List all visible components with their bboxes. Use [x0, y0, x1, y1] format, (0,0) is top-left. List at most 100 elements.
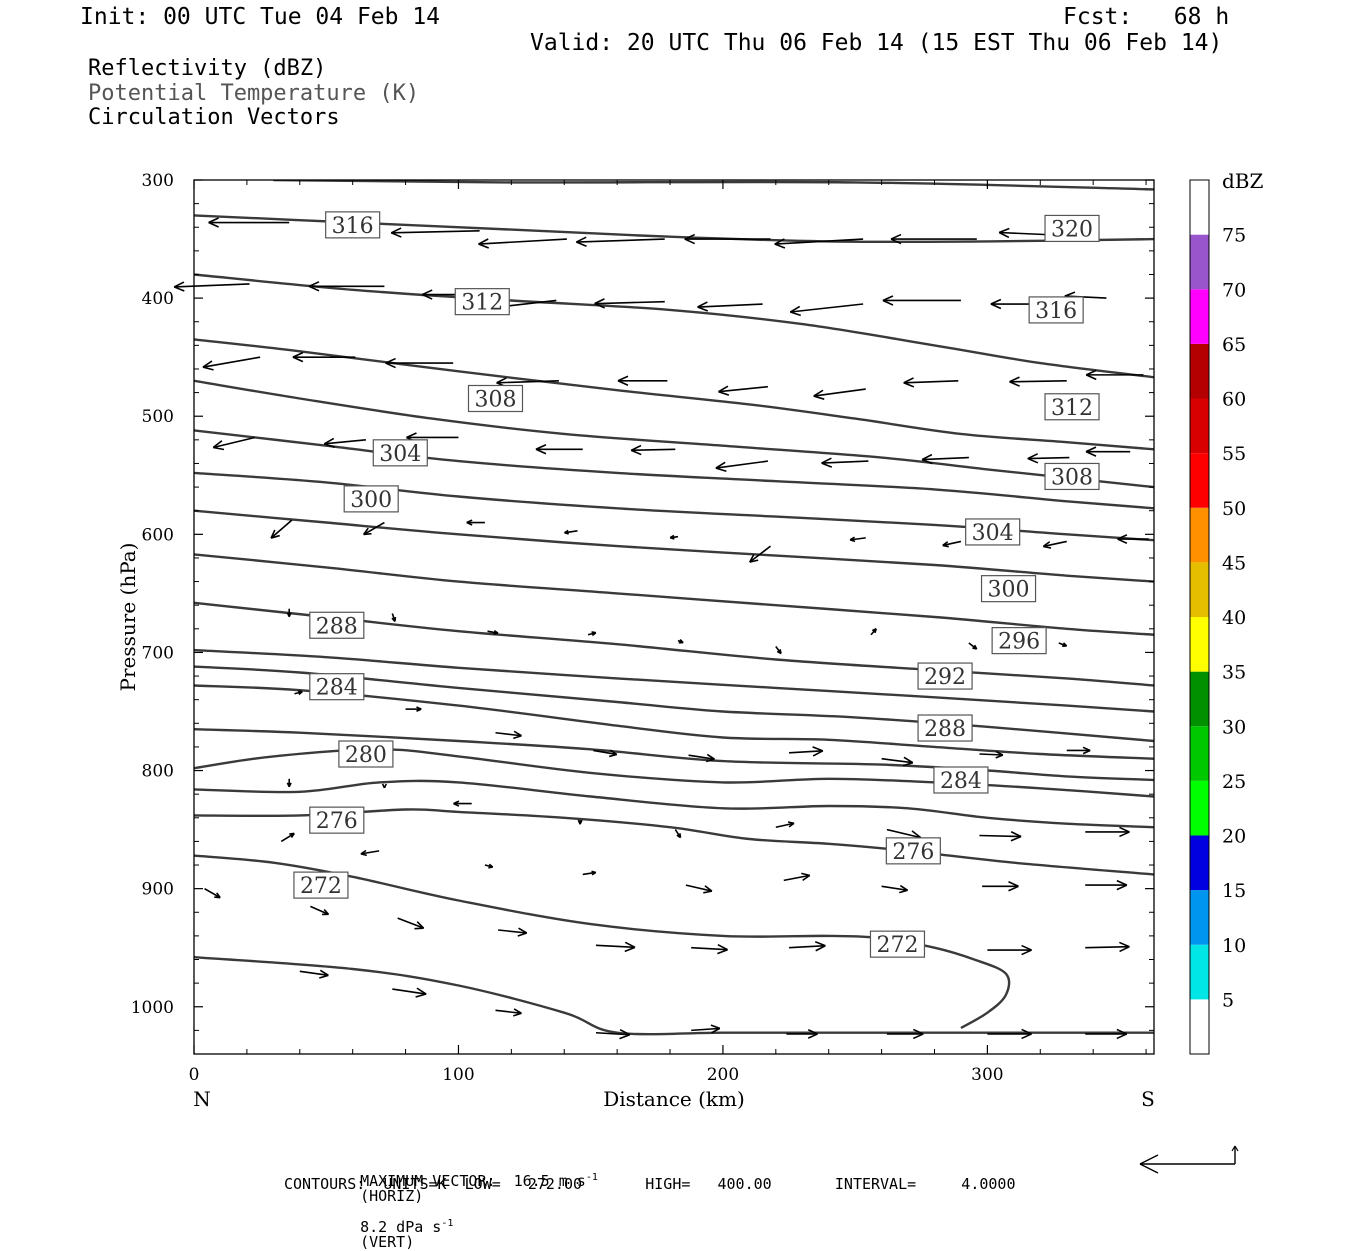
vector-head — [1065, 292, 1075, 296]
circulation-vector — [392, 988, 426, 997]
contour-label: 312 — [455, 289, 509, 316]
circulation-vector — [536, 445, 583, 454]
colorbar-segment — [1190, 836, 1209, 891]
circulation-vector — [1085, 881, 1127, 890]
circulation-vector — [789, 747, 823, 756]
contour-label-text: 296 — [998, 630, 1040, 655]
vert-unit-exponent: -1 — [441, 1218, 453, 1229]
circulation-vector — [281, 833, 294, 841]
circulation-vector — [287, 609, 291, 617]
colorbar-title: dBZ — [1222, 169, 1264, 193]
contour-label: 316 — [326, 212, 380, 239]
vector-head — [790, 312, 800, 315]
circulation-vector — [678, 640, 683, 643]
contour-label: 284 — [934, 767, 988, 794]
circulation-vector — [564, 530, 577, 534]
contour-label: 288 — [918, 715, 972, 742]
y-tick-label: 800 — [142, 762, 174, 782]
colorbar-label: 60 — [1222, 389, 1246, 411]
vector-shaft — [698, 304, 763, 307]
vector-shaft — [979, 836, 1021, 837]
circulation-vector — [790, 304, 863, 315]
circulation-vector — [685, 235, 771, 244]
vector-head — [943, 545, 949, 546]
circulation-vector — [467, 520, 485, 525]
contour-label-text: 316 — [1035, 299, 1077, 324]
circulation-vector — [675, 830, 680, 838]
vector-head — [620, 1035, 630, 1039]
y-axis-label: Pressure (hPa) — [116, 543, 140, 692]
circulation-vector — [583, 871, 596, 875]
vector-head — [174, 287, 184, 291]
vector-head — [788, 822, 794, 823]
contour-label: 272 — [294, 872, 348, 899]
circulation-vector — [686, 885, 712, 893]
x-axis-label: Distance (km) — [603, 1087, 745, 1111]
vector-head — [213, 447, 224, 449]
y-tick-label: 400 — [142, 289, 174, 309]
vector-shaft — [922, 458, 969, 460]
circulation-vector — [904, 378, 959, 387]
circulation-vector — [1067, 747, 1090, 753]
vector-head — [513, 1013, 521, 1016]
contour-label-text: 292 — [924, 665, 966, 690]
circulation-vector — [969, 643, 977, 649]
circulation-vector — [691, 945, 727, 954]
vector-head — [698, 307, 708, 311]
contour-label-text: 288 — [924, 717, 966, 742]
circulation-vector — [1059, 643, 1067, 646]
contour-label: 300 — [982, 576, 1036, 603]
vector-head — [1043, 546, 1051, 548]
vector-head — [414, 928, 423, 929]
circulation-vector — [300, 970, 329, 978]
circulation-vector — [576, 237, 664, 246]
vector-shaft — [904, 381, 959, 383]
colorbar-label: 55 — [1222, 443, 1246, 465]
colorbar-segment — [1190, 945, 1209, 1000]
circulation-vector — [453, 801, 471, 806]
circulation-vector — [205, 889, 221, 898]
colorbar-label: 30 — [1222, 716, 1246, 738]
vector-head — [564, 533, 568, 534]
circulation-vector — [987, 1029, 1031, 1038]
vector-shaft — [576, 239, 664, 242]
contour-label: 316 — [1029, 297, 1083, 324]
y-tick-label: 500 — [142, 407, 174, 427]
contours-layer — [194, 180, 1154, 1034]
vector-shaft — [1085, 947, 1129, 948]
colorbar-label: 15 — [1222, 880, 1246, 902]
vector-head — [801, 873, 809, 875]
circulation-vector — [478, 239, 566, 248]
contour-label: 276 — [310, 807, 364, 834]
circulation-vector — [578, 820, 582, 824]
south-label: S — [1141, 1087, 1155, 1111]
contour-label-text: 312 — [1051, 396, 1093, 421]
circulation-vector — [1086, 447, 1130, 456]
vector-shaft — [814, 389, 866, 396]
circulation-vector — [174, 282, 249, 291]
contour-label-text: 284 — [316, 676, 358, 701]
contour-label: 308 — [468, 386, 522, 413]
circulation-vector — [498, 928, 527, 936]
vector-shaft — [1028, 458, 1070, 459]
contour-label: 312 — [1045, 394, 1099, 421]
contour-label-text: 272 — [876, 933, 918, 958]
vector-shaft — [631, 449, 675, 450]
colorbar-segment — [1190, 180, 1209, 235]
vector-head — [478, 244, 488, 248]
circulation-vector — [1085, 827, 1129, 836]
colorbar-label: 45 — [1222, 552, 1246, 574]
vector-shaft — [595, 302, 665, 304]
colorbar-segment — [1190, 289, 1209, 344]
vector-shaft — [790, 304, 863, 312]
colorbar-label: 65 — [1222, 334, 1246, 356]
circulation-vector — [485, 864, 493, 867]
colorbar-label: 5 — [1222, 989, 1234, 1011]
circulation-vector — [310, 906, 328, 914]
contour-label-text: 300 — [988, 578, 1030, 603]
contour-label: 272 — [870, 931, 924, 958]
vector-head — [298, 691, 302, 692]
ref-horiz-head — [1140, 1164, 1158, 1173]
